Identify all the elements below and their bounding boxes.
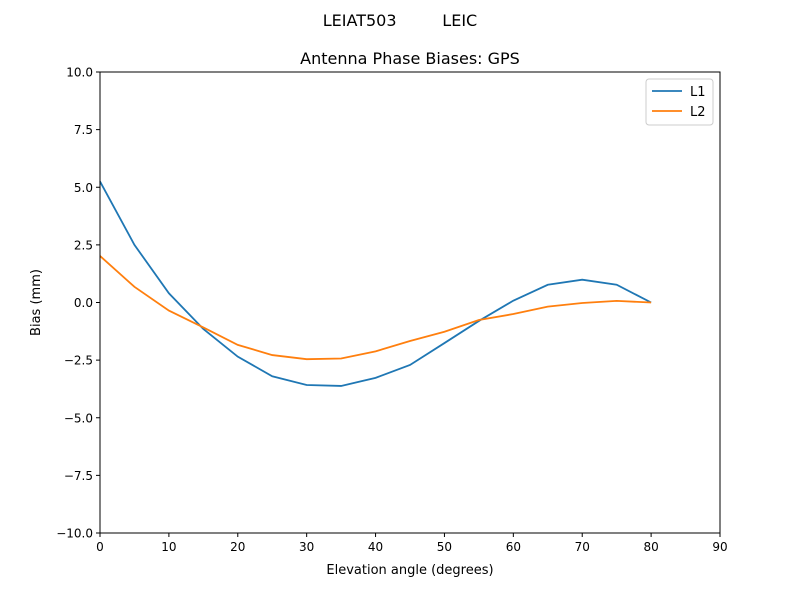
x-tick-label: 50 [437,540,452,554]
figure-suptitle: LEIAT503 LEIC [323,11,477,30]
x-axis-label: Elevation angle (degrees) [326,563,493,578]
y-tick-label: 10.0 [66,66,93,80]
x-tick-label: 20 [230,540,245,554]
y-tick-label: −2.5 [64,354,93,368]
legend-label: L2 [690,105,706,120]
x-tick-label: 0 [96,540,104,554]
x-tick-label: 10 [161,540,176,554]
series-line-L2 [99,255,652,361]
y-tick-label: 2.5 [74,238,93,252]
series-line-L1 [99,181,652,387]
x-tick-label: 60 [506,540,521,554]
y-tick-label: −5.0 [64,411,93,425]
x-tick-label: 80 [643,540,658,554]
x-tick-label: 40 [368,540,383,554]
axes-frame [99,71,721,534]
x-tick-label: 90 [712,540,727,554]
x-tick-label: 30 [299,540,314,554]
chart-title: Antenna Phase Biases: GPS [300,49,520,68]
legend-label: L1 [690,85,706,100]
y-tick-label: 0.0 [74,296,93,310]
y-tick-label: 7.5 [74,123,93,137]
y-tick-label: −10.0 [56,527,93,541]
y-tick-label: 5.0 [74,181,93,195]
y-tick-label: −7.5 [64,469,93,483]
y-axis-label: Bias (mm) [29,269,44,336]
x-tick-label: 70 [575,540,590,554]
